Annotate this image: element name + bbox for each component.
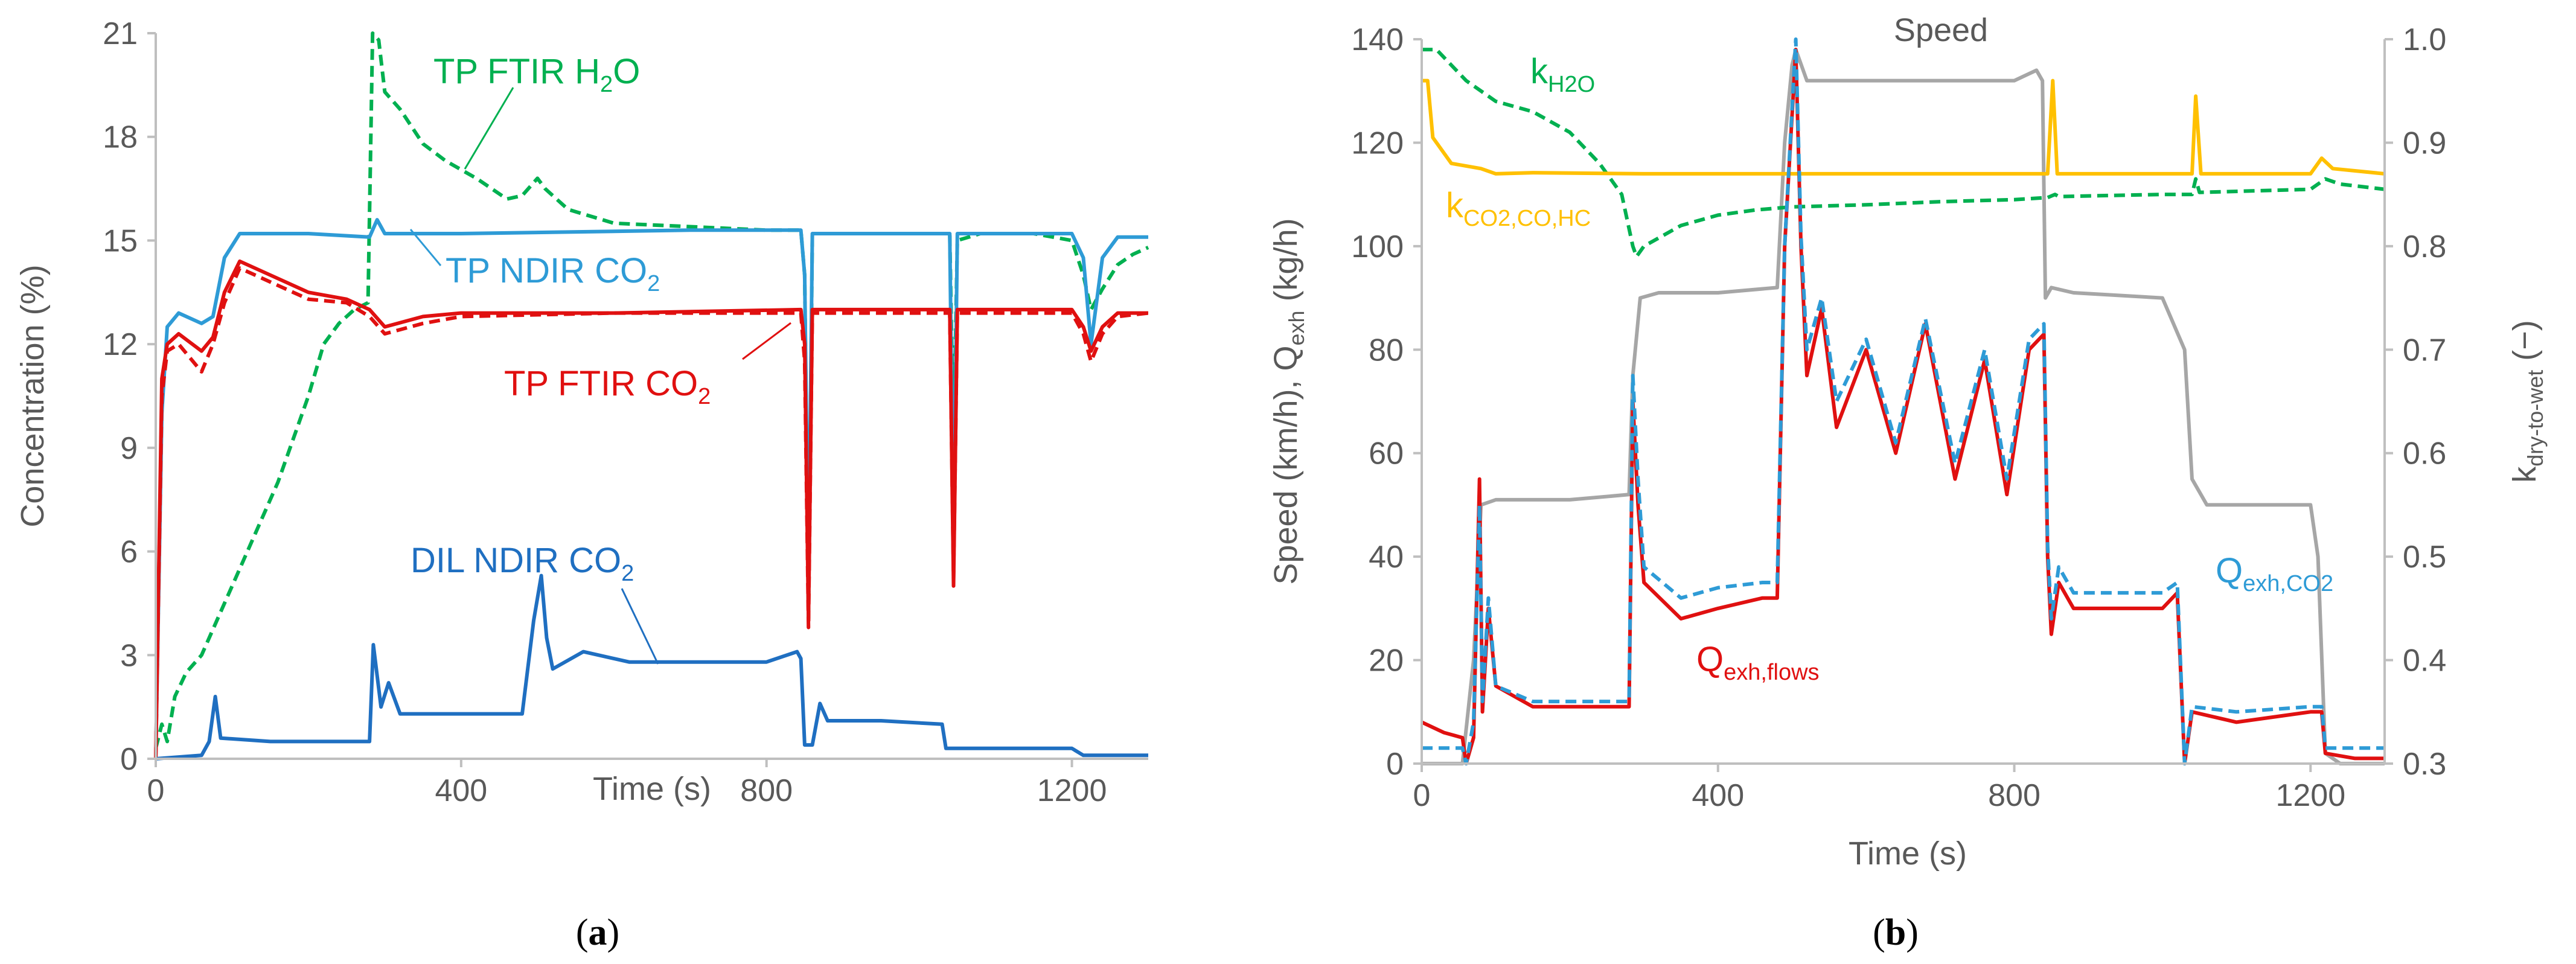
y-tick-label: 0 [120, 742, 138, 777]
panel-a-x-label: Time (s) [593, 771, 711, 807]
panel-a-series [154, 31, 1149, 761]
right-y-tick-label: 0.3 [2403, 747, 2446, 782]
right-y-tick-label: 0.5 [2403, 540, 2446, 575]
panel-b-title: Speed [1894, 12, 1988, 48]
x-tick-label: 400 [1692, 778, 1744, 813]
leader-tp-ftir-h2o [464, 87, 514, 170]
left-y-tick-label: 60 [1369, 436, 1404, 471]
annotation-q-co2: Qexh,CO2 [2216, 551, 2333, 596]
leader-tp-ndir-co2 [409, 229, 442, 266]
left-y-tick-label: 0 [1386, 747, 1404, 782]
panel-b-label: (b) [1873, 912, 1919, 953]
x-tick-label: 0 [1413, 778, 1431, 813]
x-tick-label: 800 [1988, 778, 2041, 813]
left-y-tick-label: 80 [1369, 333, 1404, 368]
right-y-tick-label: 0.9 [2403, 126, 2446, 161]
left-y-tick-label: 40 [1369, 540, 1404, 575]
left-y-tick-label: 100 [1351, 229, 1404, 264]
x-tick-label: 1200 [1037, 773, 1107, 808]
right-y-tick-label: 0.6 [2403, 436, 2446, 471]
series-line-dil_ndir_co2 [155, 573, 1148, 761]
right-y-tick-label: 0.8 [2403, 229, 2446, 264]
series-line-tp_ftir_co2_solid [154, 259, 1148, 759]
panel-b-ticks: 0 20 40 60 80 100 120 140 0.3 0.4 0.5 0.6 0.7 0.8 0.9 1… [1351, 22, 2446, 813]
y-tick-label: 6 [120, 535, 138, 570]
series-line-tp_ftir_co2_dashed [154, 266, 1149, 759]
x-tick-label: 400 [435, 773, 487, 808]
series-line-speed [1422, 48, 2385, 765]
series-line-k_h2o [1422, 48, 2385, 258]
panel-b-x-label: Time (s) [1849, 835, 1967, 872]
right-y-tick-label: 1.0 [2403, 22, 2446, 57]
right-y-tick-label: 0.7 [2403, 333, 2446, 368]
series-line-tp_ftir_h2o [154, 31, 1149, 749]
panel-a-y-label: Concentration (%) [14, 264, 51, 527]
leader-tp-ftir-co2 [742, 322, 791, 360]
left-y-tick-label: 120 [1351, 126, 1404, 161]
series-line-tp_ndir_co2 [154, 218, 1148, 759]
x-tick-label: 0 [147, 773, 165, 808]
y-tick-label: 3 [120, 638, 138, 673]
annotation-tp-ftir-co2: TP FTIR CO2 [504, 364, 711, 409]
y-tick-label: 18 [103, 120, 138, 155]
y-tick-label: 12 [103, 327, 138, 362]
left-y-tick-label: 20 [1369, 643, 1404, 678]
y-tick-label: 9 [120, 431, 138, 466]
y-tick-label: 21 [103, 16, 138, 51]
series-line-q_co2 [1422, 37, 2385, 765]
annotation-q-flows: Qexh,flows [1696, 640, 1820, 685]
panel-a-ticks: 0 3 6 9 12 15 18 21 0 400 800 1200 [103, 16, 1107, 808]
annotation-dil-ndir-co2: DIL NDIR CO2 [411, 541, 634, 586]
annotation-tp-ftir-h2o: TP FTIR H2O [433, 52, 640, 97]
right-y-tick-label: 0.4 [2403, 643, 2446, 678]
x-tick-label: 1200 [2275, 778, 2345, 813]
panel-b-y-label-left: Speed (km/h), Qexh (kg/h) [1268, 218, 1309, 584]
leader-dil-ndir-co2 [621, 588, 659, 665]
annotation-k-co2: kCO2,CO,HC [1446, 186, 1591, 231]
panel-b-series [1421, 37, 2385, 765]
left-y-tick-label: 140 [1351, 22, 1404, 57]
panel-b-y-label-right: kdry-to-wet (−) [2507, 320, 2548, 483]
x-tick-label: 800 [740, 773, 793, 808]
panel-a-label: (a) [576, 912, 619, 953]
series-line-k_co2 [1422, 78, 2385, 176]
chart-panel-b: 0 20 40 60 80 100 120 140 0.3 0.4 0.5 0.6 0.7 0.8 0.9 1… [1268, 12, 2548, 953]
annotation-k-h2o: kH2O [1530, 52, 1595, 97]
chart-panel-a: 0 3 6 9 12 15 18 21 0 400 800 1200 Time (s) Concent… [14, 16, 1149, 953]
annotation-tp-ndir-co2: TP NDIR CO2 [446, 251, 660, 296]
y-tick-label: 15 [103, 223, 138, 258]
